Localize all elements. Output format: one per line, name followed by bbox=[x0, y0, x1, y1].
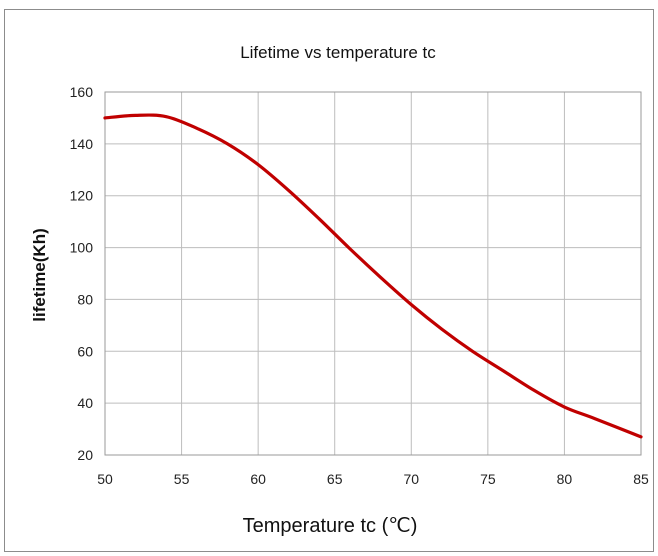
x-axis-title: Temperature tc (℃) bbox=[243, 515, 418, 537]
x-tick-labels: 50 55 60 65 70 75 80 85 bbox=[97, 471, 649, 487]
x-tick-label: 80 bbox=[557, 471, 573, 487]
y-tick-label: 20 bbox=[77, 447, 93, 463]
x-tick-label: 65 bbox=[327, 471, 343, 487]
x-tick-label: 85 bbox=[633, 471, 649, 487]
plot-area bbox=[104, 91, 642, 456]
y-axis-title: lifetime(Kh) bbox=[30, 228, 49, 322]
x-tick-label: 60 bbox=[250, 471, 266, 487]
y-tick-labels: 20 40 60 80 100 120 140 160 bbox=[70, 84, 94, 463]
x-tick-label: 70 bbox=[403, 471, 419, 487]
x-tick-label: 75 bbox=[480, 471, 496, 487]
y-tick-label: 60 bbox=[77, 343, 93, 359]
grid bbox=[104, 91, 642, 456]
chart-title: Lifetime vs temperature tc bbox=[240, 43, 436, 62]
y-tick-label: 40 bbox=[77, 395, 93, 411]
lifetime-curve bbox=[103, 113, 643, 439]
x-tick-label: 55 bbox=[174, 471, 190, 487]
y-tick-label: 120 bbox=[70, 188, 94, 204]
y-tick-label: 160 bbox=[70, 84, 94, 100]
y-tick-label: 140 bbox=[70, 136, 94, 152]
x-tick-label: 50 bbox=[97, 471, 113, 487]
y-tick-label: 80 bbox=[77, 291, 93, 307]
chart-frame bbox=[4, 9, 654, 552]
y-tick-label: 100 bbox=[70, 240, 94, 256]
